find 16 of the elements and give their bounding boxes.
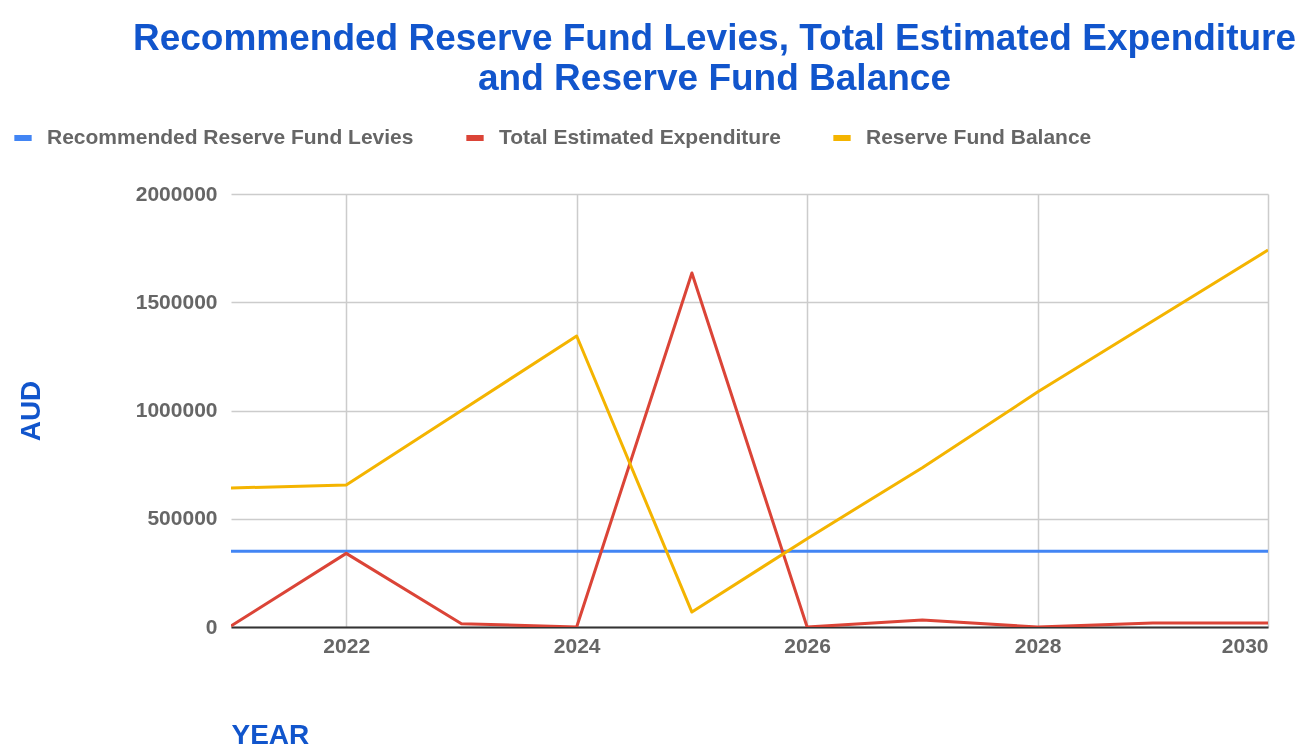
legend-label: Reserve Fund Balance [866,125,1092,148]
y-tick-label: 0 [205,614,218,638]
y-tick-label: 2000000 [135,181,218,205]
y-axis-title: AUD [14,380,46,442]
x-tick-label: 2024 [553,633,601,657]
x-tick-label: 2026 [784,633,831,657]
x-axis-title: YEAR [231,718,310,750]
x-tick-label: 2022 [323,633,371,657]
y-tick-label: 500000 [147,506,218,530]
x-tick-label: 2028 [1014,633,1062,657]
y-tick-label: 1000000 [135,398,218,421]
chart-title: Recommended Reserve Fund Levies, Total Estimated Expenditure and Reserve Fund Balance [132,17,1297,98]
y-tick-label: 1500000 [135,289,218,313]
x-tick-label: 2030 [1221,633,1269,657]
legend-label: Recommended Reserve Fund Levies [47,125,414,148]
legend-label: Total Estimated Expenditure [499,125,781,148]
